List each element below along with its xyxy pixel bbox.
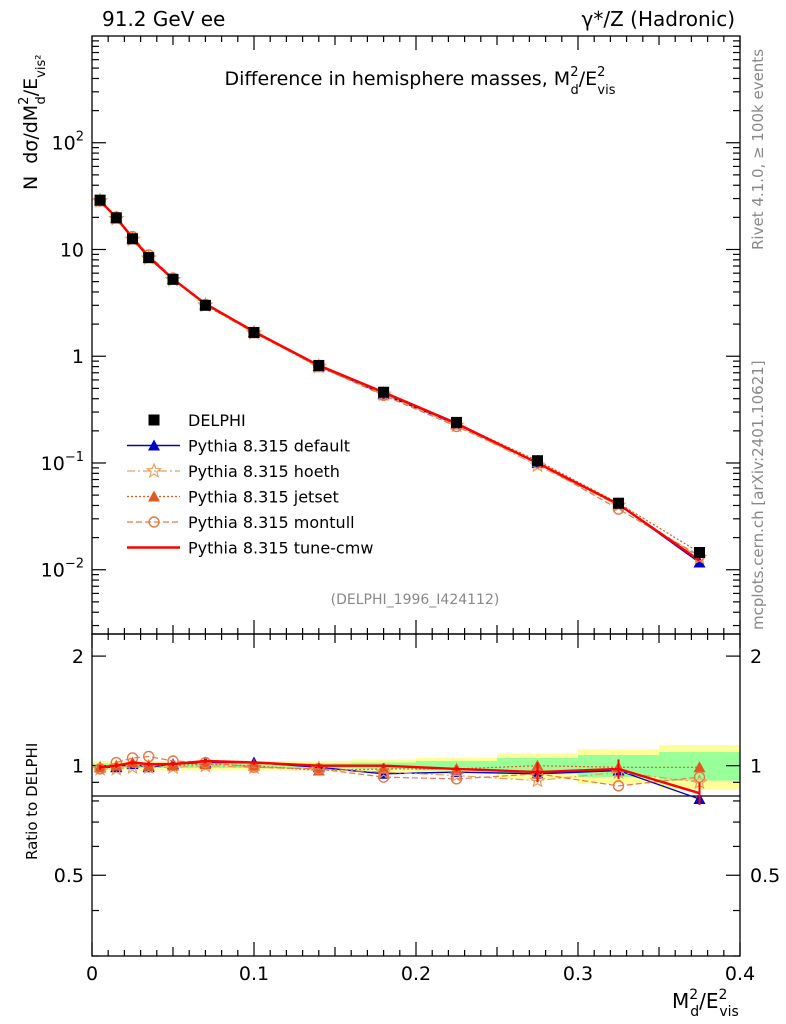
ratio-point-montull xyxy=(142,750,155,763)
x-tick-label: 0.4 xyxy=(725,963,755,985)
legend-label-tunecmw: Pythia 8.315 tune-cmw xyxy=(188,539,373,558)
x-tick-label: 0.2 xyxy=(401,963,431,985)
y-tick-label: 1 xyxy=(72,346,84,368)
data-point-delphi xyxy=(532,455,543,467)
ratio-panel: 0.5 0.5 1 1 2 2 0 0.1 0.2 0.3 0.4 Ratio to DELPHI xyxy=(23,633,780,985)
ratio-point-montull xyxy=(450,773,463,785)
data-point-delphi xyxy=(110,212,122,224)
data-point-delphi xyxy=(94,194,106,206)
y-tick-label: 10−2 xyxy=(41,557,84,582)
ratio-curves xyxy=(91,750,708,805)
main-panel: 10−2 10−1 1 10 102 Difference in hemisphere … xyxy=(17,35,741,635)
data-point-delphi xyxy=(313,359,325,371)
data-point-delphi xyxy=(167,273,179,285)
x-axis-label: M2 d/E2 vis xyxy=(672,987,739,1020)
legend-label-hoeth: Pythia 8.315 hoeth xyxy=(188,462,340,481)
ratio-point-montull xyxy=(693,771,706,783)
legend-marker-default xyxy=(148,439,160,451)
data-point-delphi xyxy=(694,547,705,559)
process-label: γ*/Z (Hadronic) xyxy=(582,7,735,31)
ratio-point-montull xyxy=(612,780,625,792)
legend-marker-montull xyxy=(148,516,160,528)
legend-marker-jetset xyxy=(148,490,160,502)
legend-label-montull: Pythia 8.315 montull xyxy=(188,513,355,532)
y-tick-label: 10 xyxy=(60,239,84,261)
rivet-label: Rivet 4.1.0, ≥ 100k events xyxy=(749,49,767,250)
x-tick-label: 0 xyxy=(86,963,98,985)
ratio-point-jetset xyxy=(377,762,390,774)
x-tick-label: 0.3 xyxy=(563,963,593,985)
series-line-tunecmw xyxy=(99,199,701,562)
legend-marker-hoeth xyxy=(145,462,163,479)
ratio-point-montull xyxy=(94,763,106,775)
ratio-tick-label-right: 1 xyxy=(750,756,762,778)
legend-marker-delphi xyxy=(148,414,160,426)
main-points xyxy=(94,194,705,559)
legend: DELPHI Pythia 8.315 default Pythia 8.315 h… xyxy=(127,411,373,558)
data-point-delphi xyxy=(451,416,462,428)
chart-title: Difference in hemisphere masses, M2 d/E2 v… xyxy=(224,65,615,98)
data-point-delphi xyxy=(199,299,211,311)
y-tick-label: 102 xyxy=(52,130,84,155)
ratio-tick-label: 0.5 xyxy=(54,865,84,887)
data-point-delphi xyxy=(143,252,155,264)
data-point-delphi xyxy=(613,497,624,509)
main-curves xyxy=(91,192,708,568)
ratio-frame xyxy=(91,633,741,957)
ratio-tick-label-right: 0.5 xyxy=(750,865,780,887)
analysis-id: (DELPHI_1996_I424112) xyxy=(331,592,500,608)
mcplots-label: mcplots.cern.ch [arXiv:2401.10621] xyxy=(749,360,767,630)
x-tick-label: 0.1 xyxy=(239,963,269,985)
data-point-delphi xyxy=(248,326,260,338)
ratio-y-axis-label: Ratio to DELPHI xyxy=(23,743,41,860)
ratio-ticks: 0.5 0.5 1 1 2 2 0 0.1 0.2 0.3 0.4 xyxy=(54,634,780,985)
legend-label-data: DELPHI xyxy=(188,411,246,430)
series-point-default xyxy=(693,556,706,568)
ratio-point-hoeth xyxy=(375,763,392,780)
ratio-tick-label: 2 xyxy=(72,646,84,668)
ratio-tick-label: 1 xyxy=(72,756,84,778)
ratio-tick-label-right: 2 xyxy=(750,646,762,668)
ratio-point-hoeth xyxy=(124,758,141,775)
ratio-point-jetset xyxy=(693,761,706,773)
y-axis-label: Ndσ/dM2 d/Evis² xyxy=(17,55,49,190)
legend-label-default: Pythia 8.315 default xyxy=(188,437,350,456)
series-line-default xyxy=(99,200,700,564)
legend-label-jetset: Pythia 8.315 jetset xyxy=(188,488,339,507)
data-point-delphi xyxy=(127,233,138,245)
data-point-delphi xyxy=(378,386,390,398)
ratio-line-montull xyxy=(99,755,700,787)
energy-label: 91.2 GeV ee xyxy=(102,7,225,31)
ratio-point-jetset xyxy=(248,759,260,771)
y-tick-label: 10−1 xyxy=(41,450,84,475)
ratio-point-hoeth xyxy=(529,771,546,788)
main-ticks: 10−2 10−1 1 10 102 xyxy=(41,36,741,634)
ratio-point-montull xyxy=(377,771,390,783)
